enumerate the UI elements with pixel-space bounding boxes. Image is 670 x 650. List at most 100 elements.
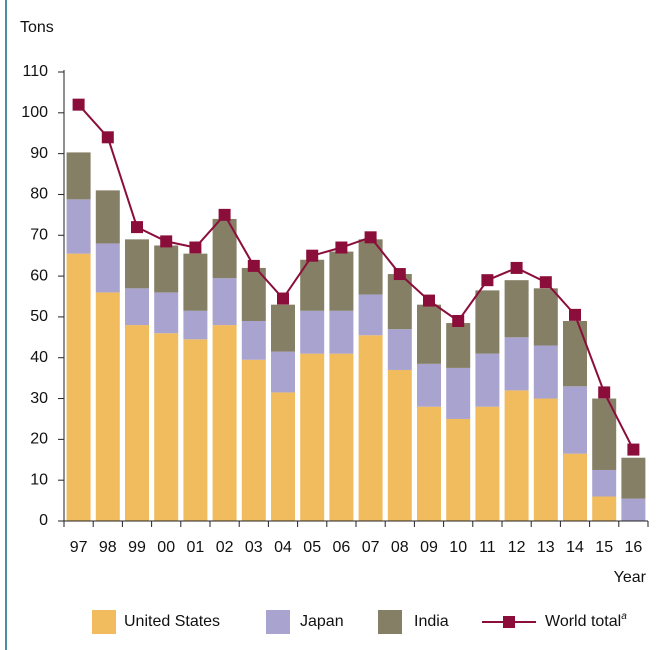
legend-label: World totala <box>545 611 627 631</box>
bar <box>183 310 208 340</box>
legend-footnote: a <box>621 611 627 622</box>
bar <box>212 325 237 521</box>
bar <box>475 406 500 521</box>
x-tick-label: 14 <box>566 539 584 556</box>
y-tick-label: 40 <box>30 349 48 366</box>
x-tick-label: 08 <box>391 539 409 556</box>
bar <box>417 363 441 407</box>
x-tick-label: 05 <box>303 539 321 556</box>
y-axis-label: Tons <box>20 19 54 36</box>
bar <box>66 199 91 254</box>
bar <box>504 337 529 391</box>
bar <box>329 251 354 311</box>
x-tick-label: 16 <box>625 539 643 556</box>
y-tick-label: 70 <box>30 226 48 243</box>
line-marker <box>277 292 289 305</box>
bar <box>592 469 617 497</box>
legend-text: United States <box>124 613 220 630</box>
bar <box>621 498 646 521</box>
y-tick-label: 110 <box>22 63 48 80</box>
line-marker <box>335 241 348 254</box>
line-marker <box>393 268 406 281</box>
legend-label: India <box>414 613 449 630</box>
line-marker <box>627 443 640 456</box>
legend-text: Japan <box>300 613 344 630</box>
bar <box>125 325 149 521</box>
line-marker <box>481 274 494 287</box>
x-tick-label: 09 <box>420 539 438 556</box>
bar <box>387 329 412 370</box>
bar <box>241 267 266 321</box>
line-marker <box>539 276 552 289</box>
y-tick-label: 80 <box>30 186 48 203</box>
x-tick-label: 12 <box>508 539 526 556</box>
bar <box>329 310 354 354</box>
bar <box>271 351 295 393</box>
x-tick-label: 02 <box>216 539 234 556</box>
bar <box>300 353 325 521</box>
bar <box>125 288 149 326</box>
line-marker <box>510 261 523 274</box>
bar <box>183 339 208 521</box>
x-tick-label: 00 <box>157 539 175 556</box>
bar <box>183 253 208 311</box>
bar <box>387 369 412 521</box>
bar <box>446 367 471 419</box>
line-marker <box>423 294 435 307</box>
y-tick-label: 0 <box>39 512 48 529</box>
bar <box>66 253 91 521</box>
legend-swatch <box>92 610 116 634</box>
bar <box>271 304 295 352</box>
legend-swatch <box>266 610 290 634</box>
line-marker <box>452 314 465 327</box>
y-tick-label: 50 <box>30 308 48 325</box>
bar <box>417 406 441 521</box>
x-tick-label: 98 <box>99 539 117 556</box>
bar <box>154 245 179 293</box>
bar <box>533 398 558 521</box>
line-marker <box>598 386 611 399</box>
bar <box>95 243 120 293</box>
x-tick-label: 04 <box>274 539 292 556</box>
bar <box>154 292 179 334</box>
x-axis-label: Year <box>614 569 647 586</box>
y-tick-label: 10 <box>30 471 48 488</box>
legend-swatch <box>378 610 402 634</box>
bar <box>125 239 149 289</box>
y-tick-label: 100 <box>21 104 48 121</box>
line-marker <box>160 235 173 248</box>
legend-text: World total <box>545 613 621 630</box>
bar <box>563 320 587 387</box>
bar <box>241 320 266 360</box>
line-marker <box>218 208 231 221</box>
x-tick-label: 15 <box>595 539 613 556</box>
bar <box>504 280 529 338</box>
y-tick-label: 30 <box>30 390 48 407</box>
bar <box>621 457 646 499</box>
bar <box>154 333 179 521</box>
bar <box>329 353 354 521</box>
line-marker <box>306 249 319 262</box>
line-marker <box>247 259 260 272</box>
bar <box>241 359 266 521</box>
line-marker <box>364 231 377 244</box>
x-tick-label: 99 <box>128 539 146 556</box>
bar <box>533 345 558 399</box>
bar <box>417 304 441 364</box>
x-tick-label: 06 <box>333 539 351 556</box>
bar <box>358 335 383 521</box>
bar <box>475 353 500 407</box>
y-tick-label: 60 <box>30 267 48 284</box>
bar <box>271 392 295 521</box>
x-tick-label: 13 <box>537 539 555 556</box>
bar <box>446 418 471 521</box>
bar <box>212 278 237 326</box>
bar <box>563 386 587 454</box>
legend-marker <box>503 616 515 628</box>
line-marker <box>189 241 202 254</box>
line-marker <box>72 98 85 111</box>
x-tick-label: 97 <box>70 539 88 556</box>
bar <box>95 292 120 521</box>
bar <box>66 152 91 200</box>
x-tick-label: 01 <box>187 539 205 556</box>
